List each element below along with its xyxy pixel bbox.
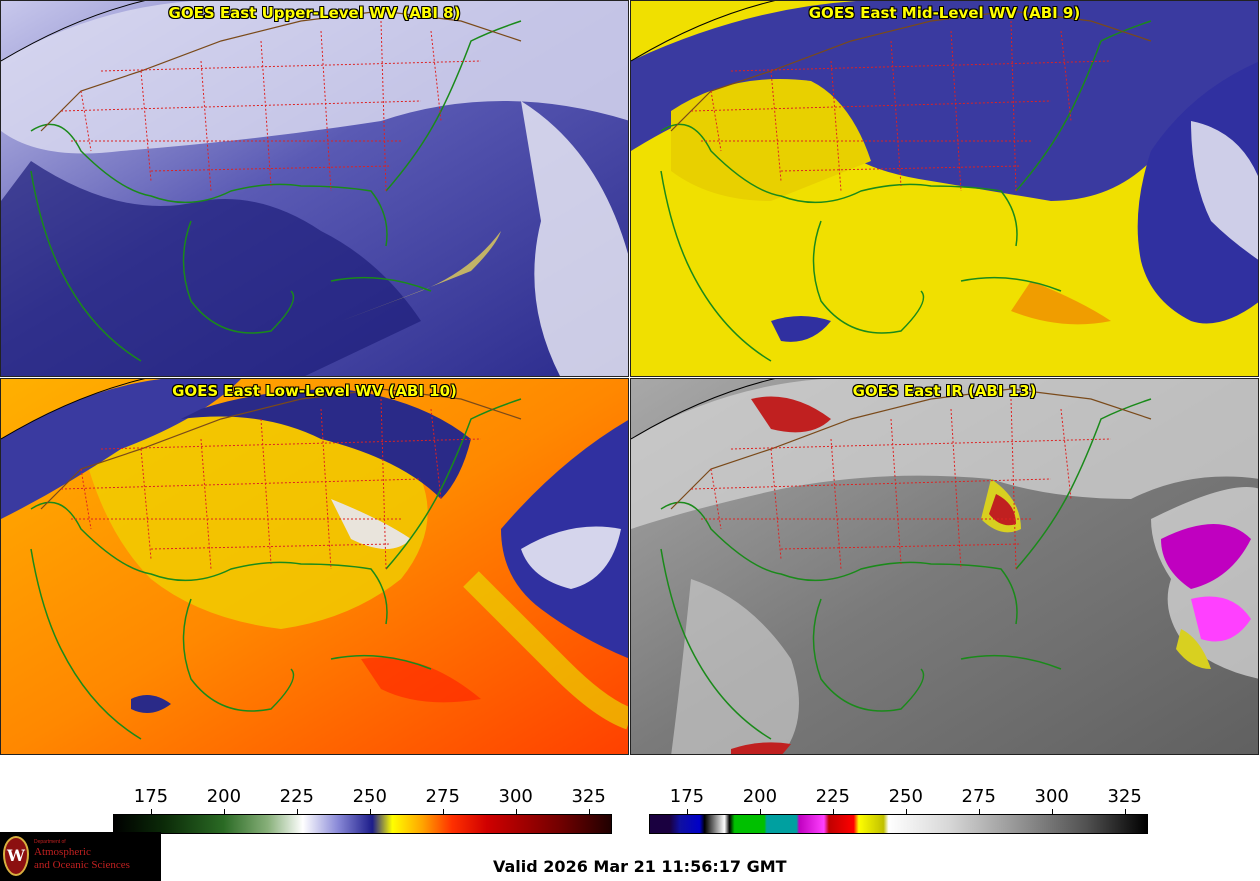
panel-title-mid: GOES East Mid-Level WV (ABI 9) bbox=[808, 4, 1081, 22]
cbar-ir-tick-label: 250 bbox=[888, 786, 923, 807]
uw-seal-icon: W bbox=[3, 836, 29, 876]
cbar-wv-tick-mark bbox=[223, 809, 225, 814]
logo-line2: and Oceanic Sciences bbox=[34, 859, 130, 871]
cbar-ir-tick-mark bbox=[1124, 809, 1126, 814]
colorbar-wv-gradient bbox=[113, 814, 612, 834]
colorbar-ir: 175 200 225 250 275 300 325 bbox=[649, 786, 1148, 836]
logo-line1: Atmospheric bbox=[34, 846, 91, 858]
map-overlay bbox=[660, 10, 1152, 362]
panel-ir: GOES East IR (ABI 13) bbox=[630, 378, 1259, 755]
panel-low-level-wv: GOES East Low-Level WV (ABI 10) bbox=[0, 378, 629, 755]
map-overlay bbox=[30, 10, 522, 362]
upper-level-wv-image bbox=[1, 1, 628, 376]
panel-title-upper: GOES East Upper-Level WV (ABI 8) bbox=[168, 4, 461, 22]
cbar-ir-tick-label: 325 bbox=[1107, 786, 1142, 807]
cbar-wv-tick-mark bbox=[150, 809, 152, 814]
cbar-wv-tick-mark bbox=[442, 809, 444, 814]
cbar-wv-tick-label: 300 bbox=[498, 786, 533, 807]
cbar-wv-tick-mark bbox=[369, 809, 371, 814]
cbar-wv-tick-label: 275 bbox=[425, 786, 460, 807]
cbar-wv-tick-mark bbox=[296, 809, 298, 814]
valid-time: Valid 2026 Mar 21 11:56:17 GMT bbox=[493, 857, 787, 876]
cbar-ir-tick-mark bbox=[759, 809, 761, 814]
map-overlay bbox=[660, 388, 1152, 740]
cbar-ir-tick-label: 225 bbox=[815, 786, 851, 807]
colorbar-wv: 175 200 225 250 275 300 325 bbox=[113, 786, 612, 836]
colorbar-ir-gradient bbox=[649, 814, 1148, 834]
logo-dept-text: Department of bbox=[34, 839, 66, 845]
cbar-ir-tick-label: 275 bbox=[961, 786, 996, 807]
ir-image bbox=[631, 379, 1258, 754]
cbar-ir-tick-mark bbox=[832, 809, 834, 814]
uw-aos-logo: W Department of Atmospheric and Oceanic … bbox=[0, 832, 161, 881]
cbar-wv-tick-mark bbox=[588, 809, 590, 814]
low-level-wv-image bbox=[1, 379, 628, 754]
panel-mid-level-wv: GOES East Mid-Level WV (ABI 9) bbox=[630, 0, 1259, 377]
cbar-ir-tick-mark bbox=[978, 809, 980, 814]
cbar-ir-tick-label: 300 bbox=[1034, 786, 1069, 807]
cbar-wv-tick-label: 250 bbox=[352, 786, 387, 807]
cbar-ir-tick-mark bbox=[686, 809, 688, 814]
cbar-ir-tick-label: 175 bbox=[669, 786, 705, 807]
cbar-wv-tick-mark bbox=[515, 809, 517, 814]
cbar-wv-tick-label: 200 bbox=[206, 786, 242, 807]
cbar-ir-tick-mark bbox=[905, 809, 907, 814]
cbar-wv-tick-label: 325 bbox=[571, 786, 606, 807]
cbar-ir-tick-mark bbox=[1051, 809, 1053, 814]
cbar-ir-tick-label: 200 bbox=[742, 786, 778, 807]
cbar-wv-tick-label: 175 bbox=[133, 786, 169, 807]
panel-upper-level-wv: GOES East Upper-Level WV (ABI 8) bbox=[0, 0, 629, 377]
panel-title-low: GOES East Low-Level WV (ABI 10) bbox=[172, 382, 457, 400]
panel-title-ir: GOES East IR (ABI 13) bbox=[852, 382, 1037, 400]
map-overlay bbox=[30, 388, 522, 740]
cbar-wv-tick-label: 225 bbox=[279, 786, 315, 807]
